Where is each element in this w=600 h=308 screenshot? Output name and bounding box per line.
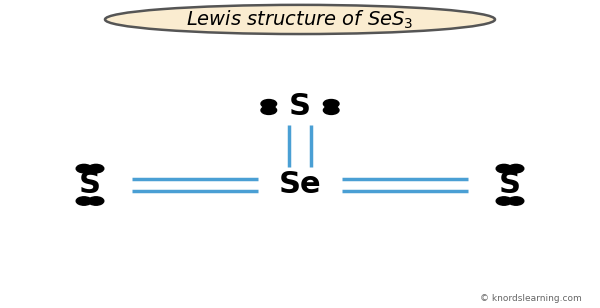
Text: S: S [499,170,521,199]
Text: S: S [79,170,101,199]
Circle shape [76,197,92,205]
Circle shape [496,197,512,205]
Circle shape [261,99,277,108]
Text: S: S [289,92,311,121]
Circle shape [88,164,104,173]
Text: $\mathbf{\it{Lewis\ structure\ of\ SeS_3}}$: $\mathbf{\it{Lewis\ structure\ of\ SeS_3… [187,8,413,30]
Circle shape [496,164,512,173]
Text: Se: Se [278,170,322,199]
Circle shape [323,106,339,115]
Ellipse shape [105,5,495,34]
Circle shape [88,197,104,205]
Circle shape [508,197,524,205]
Circle shape [76,164,92,173]
Text: © knordslearning.com: © knordslearning.com [480,294,582,303]
Circle shape [323,99,339,108]
Circle shape [261,106,277,115]
Circle shape [508,164,524,173]
